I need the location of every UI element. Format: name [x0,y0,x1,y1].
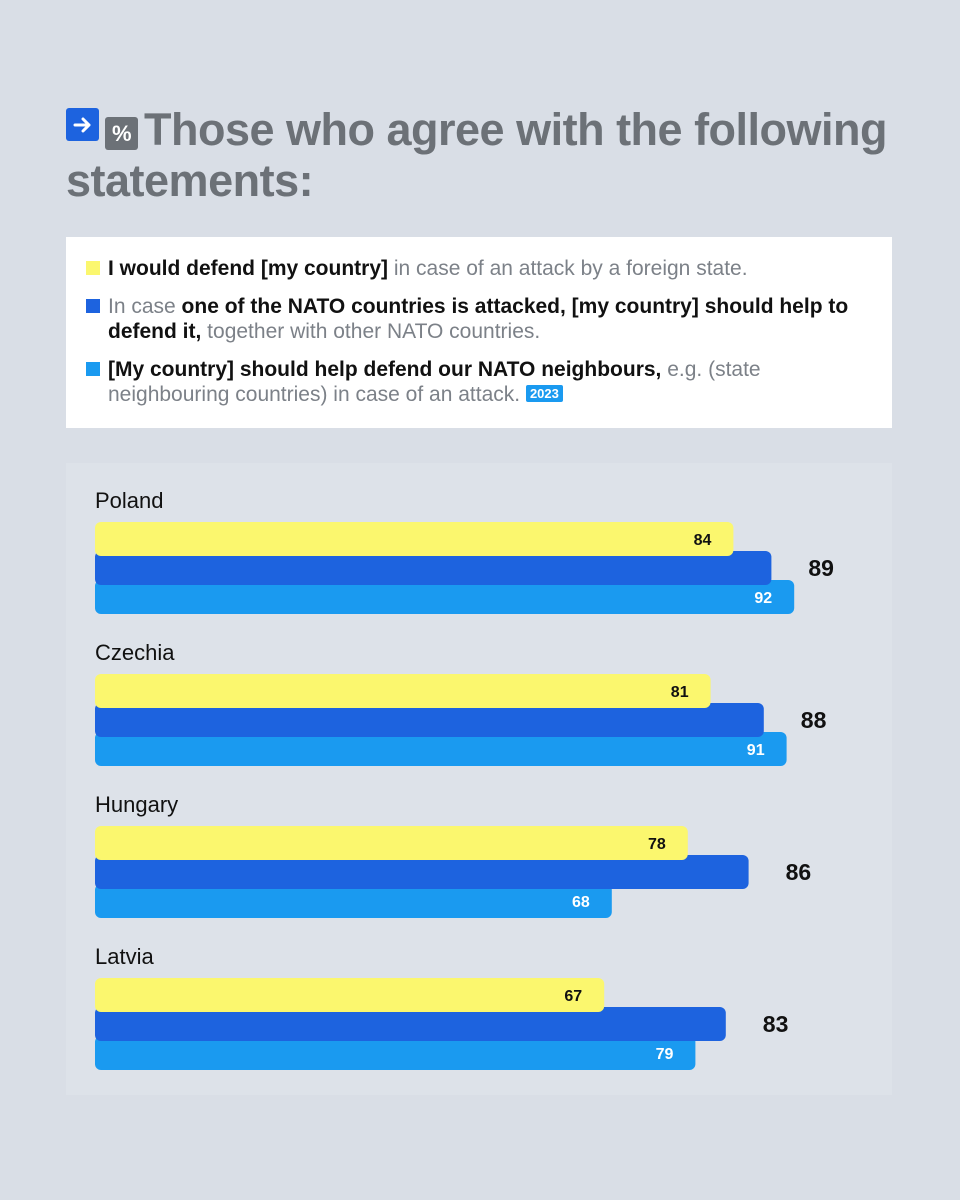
data-label-inside: 92 [754,590,772,607]
legend-swatch-light-blue [86,362,100,376]
legend-item-defend-country: I would defend [my country] in case of a… [86,256,872,281]
legend-rest-text: together with other NATO countries. [201,320,541,343]
bar-hungary-series-2 [95,855,749,889]
country-group-hungary: Hungary 68 86 78 [95,792,811,918]
chart-panel: Poland 92 89 84 Czechia 91 88 81 Hungary 68 86 78 La… [66,463,892,1095]
legend-item-nato-attacked: In case one of the NATO countries is att… [86,294,872,344]
legend-rest-text: in case of an attack by a foreign state. [388,257,748,280]
bar-czechia-series-2 [95,703,764,737]
country-group-poland: Poland 92 89 84 [95,488,834,614]
bar-hungary-series-3 [95,884,612,918]
data-label-inside: 68 [572,894,590,911]
bar-czechia-series-3 [95,732,787,766]
legend-swatch-blue [86,299,100,313]
bar-chart: Poland 92 89 84 Czechia 91 88 81 Hungary 68 86 78 La… [95,488,834,1070]
legend-pre-text: In case [108,295,182,318]
bar-poland-series-2 [95,551,772,585]
legend-bold-text: [My country] should help defend our NATO… [108,358,662,381]
title-block: % Those who agree with the following stat… [66,104,906,206]
legend-bold-text: I would defend [my country] [108,257,389,280]
country-label: Hungary [95,792,178,817]
data-label-inside: 91 [747,742,765,759]
data-label-inside: 79 [656,1046,674,1063]
data-label-outside: 88 [801,707,827,733]
data-label-inside: 67 [564,988,582,1005]
bar-latvia-series-1 [95,978,605,1012]
year-badge: 2023 [525,385,563,402]
bar-latvia-series-2 [95,1007,726,1041]
data-label-outside: 86 [786,859,812,885]
data-label-inside: 84 [694,532,712,549]
data-label-inside: 78 [648,836,666,853]
legend: I would defend [my country] in case of a… [66,237,892,428]
bar-czechia-series-1 [95,674,711,708]
legend-item-nato-neighbours: [My country] should help defend our NATO… [86,357,872,407]
data-label-outside: 89 [808,555,834,581]
arrow-right-icon [66,108,99,141]
country-group-latvia: Latvia 79 83 67 [95,944,788,1070]
country-group-czechia: Czechia 91 88 81 [95,640,827,766]
country-label: Latvia [95,944,154,969]
legend-rest-text: e.g. (state neighbouring countries) in c… [108,358,761,406]
data-label-outside: 83 [763,1011,789,1037]
data-label-inside: 81 [671,684,689,701]
percent-icon: % [105,117,138,150]
bar-poland-series-1 [95,522,734,556]
chart-title-text: Those who agree with the following state… [66,104,888,206]
chart-title: % Those who agree with the following stat… [66,104,906,206]
legend-bold-text: one of the NATO countries is attacked, [… [108,295,849,343]
country-label: Poland [95,488,164,513]
bar-poland-series-3 [95,580,795,614]
country-label: Czechia [95,640,175,665]
bar-hungary-series-1 [95,826,688,860]
bar-latvia-series-3 [95,1036,696,1070]
legend-swatch-yellow [86,261,100,275]
